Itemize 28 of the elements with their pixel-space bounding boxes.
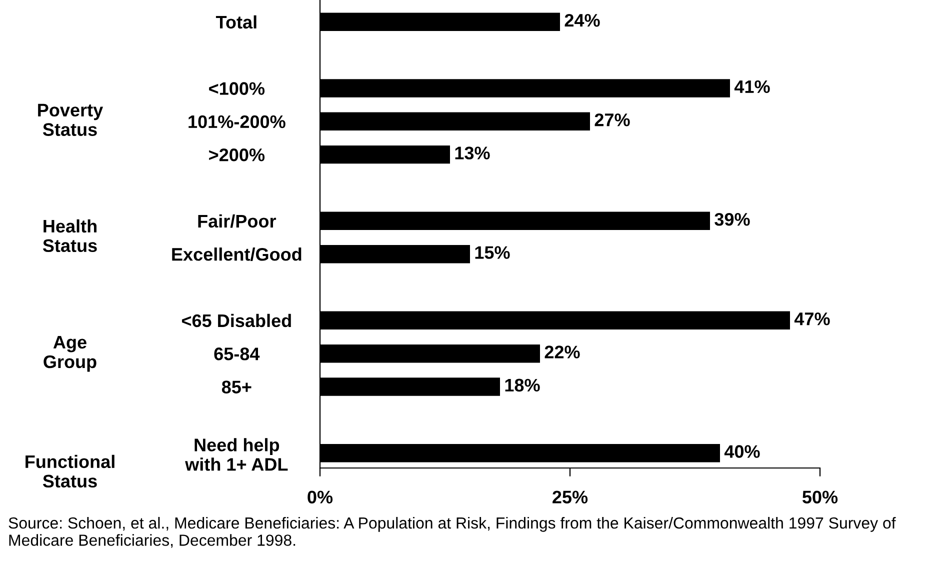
y-tick-label: Fair/Poor [198,214,276,228]
data-label: 18% [505,378,540,392]
data-label: 39% [714,212,750,226]
data-label: 15% [475,246,510,259]
y-tick-label: <100% [209,82,265,95]
text: Poverty Status [38,104,104,136]
data-label: 24% [564,14,600,27]
y-tick-label: <65 Disabled [182,314,291,328]
y-tick-label: 85+ [222,380,252,394]
data-label: 27% [594,113,630,126]
x-tick-label: 0% [308,490,333,504]
y-tick-label: >200% [209,148,265,162]
y-tick-label: 65-84 [214,348,260,360]
text: Functional Status [26,454,114,488]
text: Health Status [42,219,97,252]
data-label: 40% [724,445,760,458]
y-tick-label: 101%-200% [188,115,286,128]
x-tick-label: 25% [552,490,588,504]
y-tick-label: Total [216,15,256,29]
data-label: 47% [794,312,830,326]
source-note: Source: Schoen, et al., Medicare Beneficiaries: A Population at Risk, Findings from the Kaiser/Commonwealth 1997 Survey of Medicare Beneficiaries, December 1998. [8,516,896,548]
data-label: 22% [544,346,580,358]
data-label: 41% [734,80,770,94]
data-label: 13% [455,146,490,160]
y-tick-label: Excellent/Good [172,248,302,261]
text: Age Group [44,336,96,372]
x-tick-label: 50% [802,490,838,504]
y-tick-label: Need help with 1+ ADL [185,438,288,471]
